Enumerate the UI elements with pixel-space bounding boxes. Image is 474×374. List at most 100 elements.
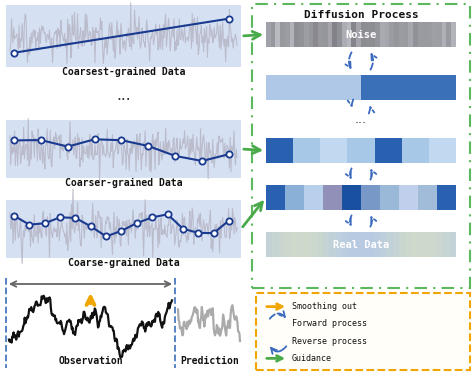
Bar [401, 138, 429, 163]
Bar [323, 232, 329, 257]
Text: Real Data: Real Data [333, 239, 389, 249]
Bar [266, 232, 273, 257]
Bar [323, 22, 328, 47]
Text: Forward process: Forward process [292, 319, 367, 328]
Bar [309, 22, 313, 47]
Bar [418, 22, 423, 47]
Bar [301, 75, 313, 100]
Bar [380, 185, 399, 210]
Bar [394, 22, 399, 47]
Bar [318, 22, 323, 47]
Bar [337, 22, 342, 47]
Bar [275, 22, 280, 47]
Bar [279, 232, 285, 257]
Bar [337, 75, 349, 100]
Text: ...: ... [355, 113, 367, 126]
Bar [361, 22, 366, 47]
Bar [285, 185, 304, 210]
Bar [271, 22, 275, 47]
Bar [273, 232, 279, 257]
Bar [386, 232, 392, 257]
Bar [380, 22, 385, 47]
Bar [418, 185, 437, 210]
Bar [342, 185, 361, 210]
Bar [292, 232, 298, 257]
Bar [385, 75, 397, 100]
Bar [355, 232, 361, 257]
Bar [428, 22, 432, 47]
Bar [432, 75, 444, 100]
Text: Diffusion Process: Diffusion Process [304, 10, 419, 20]
Bar [399, 185, 418, 210]
Bar [443, 232, 450, 257]
Bar [278, 75, 290, 100]
Bar [6, 200, 241, 258]
Bar [447, 22, 451, 47]
Bar [294, 22, 299, 47]
Text: Coarse-grained Data: Coarse-grained Data [68, 258, 179, 268]
Bar [392, 232, 399, 257]
Text: Noise: Noise [346, 30, 377, 40]
Bar [293, 138, 320, 163]
Bar [437, 232, 443, 257]
Bar [352, 22, 356, 47]
Bar [342, 22, 347, 47]
Bar [418, 232, 424, 257]
Bar [424, 232, 431, 257]
Bar [380, 232, 386, 257]
Bar [299, 22, 304, 47]
Bar [429, 138, 456, 163]
Bar [349, 75, 361, 100]
Bar [405, 232, 411, 257]
Text: Smoothing out: Smoothing out [292, 302, 357, 311]
Bar [6, 5, 241, 67]
Bar [361, 232, 367, 257]
Bar [266, 185, 285, 210]
Bar [304, 185, 323, 210]
Bar [280, 22, 285, 47]
Bar [442, 22, 447, 47]
Bar [374, 138, 401, 163]
Bar [390, 22, 394, 47]
Bar [371, 22, 375, 47]
Text: Coarser-grained Data: Coarser-grained Data [65, 178, 182, 188]
Bar [397, 75, 409, 100]
Text: Prediction: Prediction [181, 356, 239, 366]
Bar [347, 22, 352, 47]
Bar [290, 75, 301, 100]
Bar [413, 22, 418, 47]
Bar [444, 75, 456, 100]
Bar [328, 22, 332, 47]
Bar [411, 232, 418, 257]
Bar [336, 232, 342, 257]
Bar [347, 138, 374, 163]
Bar [285, 22, 290, 47]
Bar [409, 22, 413, 47]
Bar [304, 232, 310, 257]
Bar [451, 22, 456, 47]
Bar [437, 22, 442, 47]
Bar [437, 185, 456, 210]
Bar [290, 22, 294, 47]
Bar [342, 232, 348, 257]
Bar [317, 232, 323, 257]
Bar [374, 232, 380, 257]
Bar [399, 22, 404, 47]
Bar [313, 22, 318, 47]
Bar [404, 22, 409, 47]
Bar [252, 4, 470, 288]
Text: ...: ... [116, 88, 131, 102]
Bar [432, 22, 437, 47]
Bar [323, 185, 342, 210]
Bar [313, 75, 325, 100]
Bar [310, 232, 317, 257]
Bar [367, 232, 374, 257]
Bar [285, 232, 292, 257]
Bar [329, 232, 336, 257]
Bar [356, 22, 361, 47]
Bar [332, 22, 337, 47]
Bar [450, 232, 456, 257]
Bar [6, 120, 241, 178]
Bar [420, 75, 432, 100]
Bar [409, 75, 420, 100]
